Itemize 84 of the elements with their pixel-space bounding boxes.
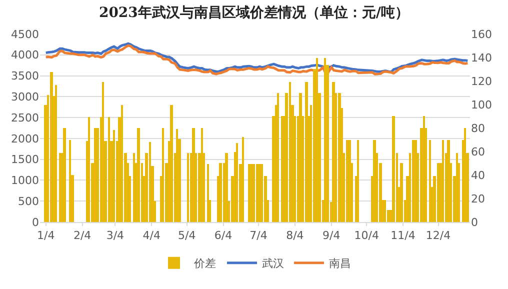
y2-tick-label: 100 [471,98,492,112]
y2-tick-label: 140 [471,51,492,64]
bar [201,128,203,222]
bar [225,153,228,222]
bar [219,163,222,222]
y-tick-label: 1000 [11,174,39,188]
y2-tick-label: 0 [471,216,478,229]
y2-tick-label: 120 [471,74,492,88]
x-tick-label: 2/4 [73,229,92,242]
x-tick-label: 10/4 [354,229,379,242]
y-tick-label: 0 [32,216,39,229]
y2-tick-label: 160 [471,28,492,41]
x-tick-label: 5/4 [178,229,196,242]
bar [464,128,466,222]
y2-tick-label: 40 [471,168,485,182]
bar [94,128,96,222]
bar [332,82,335,222]
bar [149,142,151,222]
y-tick-label: 500 [18,194,39,208]
bar [102,82,104,222]
x-tick-label: 3/4 [106,229,124,242]
bar [133,153,135,222]
bar [137,128,140,222]
bar [281,116,283,222]
bar [373,140,376,222]
bar [187,153,189,222]
bar [59,153,61,222]
bar [324,58,326,222]
y2-tick-label: 60 [471,145,485,158]
bar [412,140,415,222]
bar [252,164,255,222]
y2-tick-label: 20 [471,192,485,206]
y2-tick-label: 80 [471,122,485,135]
bar [392,116,395,222]
x-tick-label: 9/4 [322,229,340,242]
chart-title: 2023年武汉与南昌区域价差情况（单位：元/吨） [98,5,410,22]
x-tick-label: 11/4 [390,229,416,242]
y-tick-label: 3500 [11,70,39,83]
y-tick-label: 4000 [11,48,39,62]
legend-label: 武汉 [262,257,284,270]
bar [121,105,123,222]
bar [55,85,57,222]
y-tick-label: 2500 [11,111,39,124]
bar [384,200,386,222]
x-tick-label: 7/4 [250,229,268,242]
bar [456,153,458,222]
bar [192,128,195,222]
bar [447,140,450,222]
bar [242,137,244,222]
bar [429,140,431,222]
bar [170,105,173,222]
bar [261,164,263,222]
bar [277,93,279,222]
bar [349,140,351,222]
bar [50,72,53,222]
bar [357,140,359,222]
y-tick-label: 2000 [11,132,39,146]
bar [63,128,66,222]
bar [289,82,291,222]
bar [236,143,238,222]
bar [69,140,71,222]
bar [442,140,444,222]
y-tick-label: 4500 [11,28,39,41]
bar [108,117,110,222]
bar [248,164,250,222]
bar [113,130,115,222]
x-tick-label: 1/4 [37,229,55,242]
bar [346,140,349,222]
bar [256,164,258,222]
bar [400,163,403,222]
bar [207,164,209,222]
bar [437,163,439,222]
bar [88,117,90,222]
x-tick-label: 4/4 [142,229,160,242]
bar [338,93,341,222]
x-tick-label: 8/4 [286,229,304,242]
x-tick-label: 6/4 [214,229,232,242]
legend-label: 南昌 [329,257,351,270]
legend-label: 价差 [193,257,216,270]
y-tick-label: 3000 [11,90,39,104]
bar [162,128,164,222]
y-tick-label: 1500 [11,153,39,166]
x-tick-label: 12/4 [426,229,451,242]
bar [305,82,308,222]
